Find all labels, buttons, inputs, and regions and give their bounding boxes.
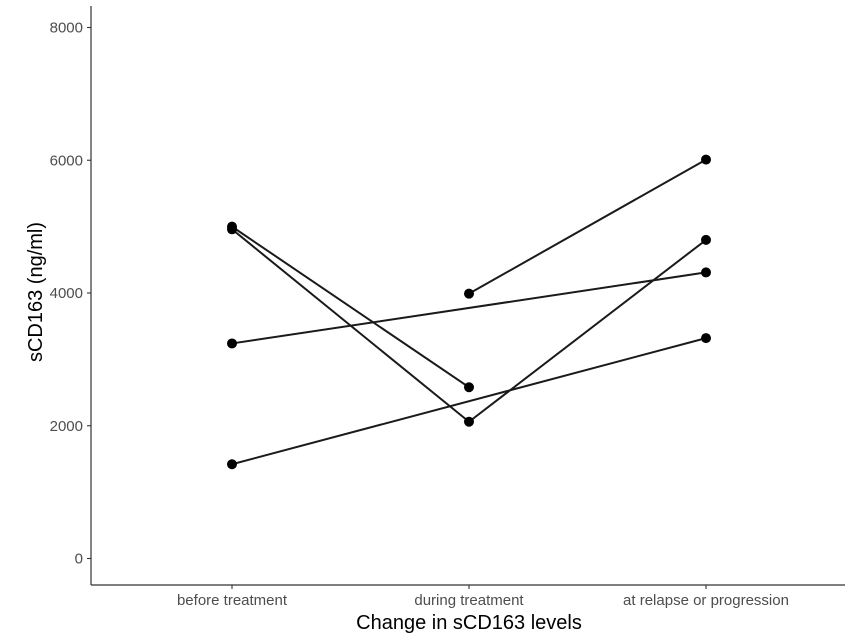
data-point <box>464 416 474 427</box>
data-point <box>464 288 474 299</box>
x-tick-label: before treatment <box>177 592 288 609</box>
series-line <box>231 225 470 389</box>
series-line <box>468 158 707 295</box>
x-axis-title: Change in sCD163 levels <box>356 612 582 634</box>
data-point <box>701 154 711 165</box>
y-tick-label: 4000 <box>50 285 83 302</box>
plot-area <box>227 154 711 470</box>
x-tick-label: during treatment <box>414 592 524 609</box>
data-point <box>227 338 237 349</box>
y-tick-label: 8000 <box>50 20 83 37</box>
data-point <box>464 382 474 393</box>
x-axis: before treatment during treatment at relap… <box>91 584 845 609</box>
data-point <box>701 234 711 245</box>
y-axis: 0 2000 4000 6000 8000 <box>50 6 92 585</box>
series-line <box>231 337 707 466</box>
y-tick-label: 0 <box>75 551 83 568</box>
series-line <box>468 239 707 423</box>
data-point <box>227 459 237 470</box>
data-point <box>701 333 711 344</box>
y-tick-label: 2000 <box>50 418 83 435</box>
series-line <box>231 271 707 345</box>
x-tick-label: at relapse or progression <box>623 592 789 609</box>
data-point <box>701 267 711 278</box>
y-axis-title: sCD163 (ng/ml) <box>25 222 47 362</box>
y-tick-label: 6000 <box>50 152 83 169</box>
data-point <box>227 224 237 235</box>
